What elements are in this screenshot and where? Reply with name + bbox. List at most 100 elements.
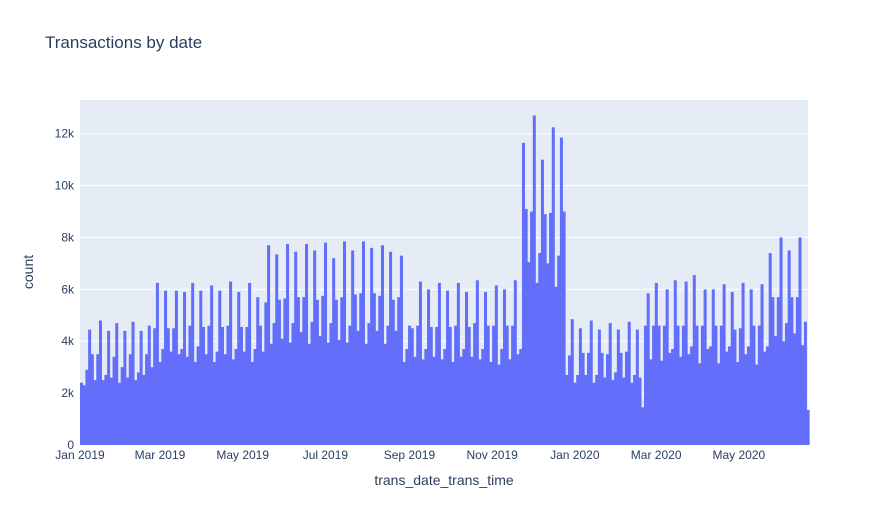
bar: [803, 321, 807, 445]
x-tick-label: Jan 2019: [55, 448, 105, 462]
bar: [646, 293, 650, 445]
bar: [483, 291, 487, 445]
chart-title: Transactions by date: [45, 33, 203, 52]
bar: [413, 356, 417, 445]
bar: [250, 361, 254, 445]
bar: [315, 299, 319, 445]
bar: [733, 329, 737, 445]
bar: [196, 346, 200, 445]
bar: [451, 361, 455, 445]
bar: [226, 325, 230, 445]
bar: [107, 330, 111, 445]
bar: [630, 382, 634, 445]
bar: [147, 325, 151, 445]
bar: [193, 361, 197, 445]
bar: [394, 330, 398, 445]
bar: [494, 285, 498, 445]
bar: [486, 325, 490, 445]
bar: [310, 321, 314, 445]
bar: [657, 325, 661, 445]
bar: [784, 323, 788, 445]
bar: [719, 325, 723, 445]
bar: [692, 275, 696, 445]
bar: [649, 359, 653, 445]
bar: [616, 329, 620, 445]
bar: [210, 285, 214, 445]
bar: [329, 323, 333, 445]
bar: [416, 325, 420, 445]
bar: [261, 351, 265, 445]
bar: [638, 377, 642, 445]
bar: [437, 282, 441, 445]
x-tick-label: Jan 2020: [550, 448, 600, 462]
bar: [717, 363, 721, 445]
bar: [90, 354, 94, 445]
bar: [399, 255, 403, 445]
x-axis-title: trans_date_trans_time: [374, 472, 514, 488]
bar: [622, 377, 626, 445]
y-tick-label: 6k: [61, 282, 75, 296]
bar: [136, 372, 140, 445]
y-axis-ticks: 0 2k 4k 6k 8k 10k 12k: [55, 127, 75, 452]
bar: [627, 321, 631, 445]
bar: [112, 356, 116, 445]
bar: [570, 319, 574, 445]
bar: [624, 351, 628, 445]
bar: [324, 242, 328, 445]
bar: [410, 328, 414, 445]
bar: [752, 325, 756, 445]
bar: [397, 297, 401, 445]
bar: [690, 346, 694, 445]
bar: [150, 367, 154, 445]
bar: [684, 281, 688, 445]
x-axis-ticks: Jan 2019 Mar 2019 May 2019 Jul 2019 Sep 2019…: [55, 448, 765, 462]
bar: [280, 338, 284, 445]
bar: [581, 352, 585, 445]
bar: [215, 351, 219, 445]
bar: [592, 382, 596, 445]
bar: [755, 364, 759, 445]
bar: [573, 382, 577, 445]
bar: [101, 380, 105, 445]
bar: [378, 295, 382, 445]
bar: [776, 297, 780, 445]
bar: [421, 359, 425, 445]
bar: [540, 159, 544, 445]
bar: [668, 352, 672, 445]
bar: [269, 343, 273, 445]
bar: [305, 243, 309, 445]
bar: [123, 330, 127, 445]
bar: [223, 354, 227, 445]
bar: [513, 280, 517, 445]
bar: [348, 325, 352, 445]
bar: [218, 290, 222, 445]
bar: [744, 354, 748, 445]
bar: [749, 289, 753, 445]
x-tick-label: Jul 2019: [303, 448, 349, 462]
bar: [145, 354, 149, 445]
bar: [679, 356, 683, 445]
bar: [711, 289, 715, 445]
bar: [212, 361, 216, 445]
bar: [673, 280, 677, 445]
bar: [798, 237, 802, 445]
bar: [806, 409, 810, 445]
bar: [795, 297, 799, 445]
bar: [600, 352, 604, 445]
y-tick-label: 0: [67, 438, 74, 452]
bar: [131, 321, 135, 445]
x-tick-label: Nov 2019: [466, 448, 518, 462]
bar: [353, 294, 357, 445]
bar: [643, 325, 647, 445]
bar: [765, 346, 769, 445]
bar: [199, 290, 203, 445]
bar: [546, 263, 550, 445]
bar: [82, 385, 86, 445]
bar: [654, 282, 658, 445]
y-tick-label: 8k: [61, 230, 75, 244]
bar: [356, 330, 360, 445]
bar: [188, 325, 192, 445]
bar: [313, 250, 317, 445]
bar: [245, 326, 249, 445]
